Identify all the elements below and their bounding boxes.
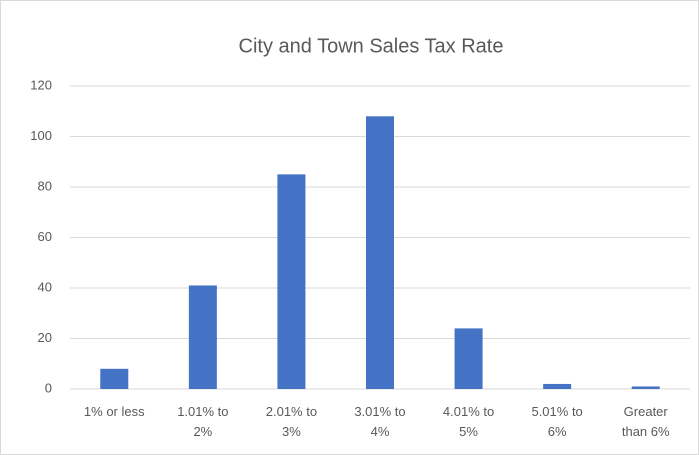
bar <box>100 368 129 389</box>
x-tick-label-line: 1% or less <box>84 404 145 419</box>
y-tick-label: 40 <box>38 279 52 294</box>
x-tick-label-line: Greater <box>624 404 669 419</box>
y-tick-label: 0 <box>45 380 52 395</box>
x-tick-label-line: 4.01% to <box>443 404 494 419</box>
x-tick-label-line: 1.01% to <box>177 404 228 419</box>
x-tick-label: 1.01% to 2% <box>177 404 228 439</box>
x-tick-label-line: 5.01% to <box>531 404 582 419</box>
x-tick-label: 4.01% to 5% <box>443 404 494 439</box>
x-tick-label: Greater than 6% <box>622 404 670 439</box>
x-tick-label-line: 2% <box>193 424 212 439</box>
bar <box>454 328 483 389</box>
x-tick-label: 2.01% to 3% <box>266 404 317 439</box>
bar <box>543 383 572 389</box>
y-tick-label: 120 <box>30 77 52 92</box>
x-tick-label-line: 3% <box>282 424 301 439</box>
y-tick-label: 100 <box>30 128 52 143</box>
y-tick-label: 20 <box>38 330 52 345</box>
y-tick-label: 80 <box>38 178 52 193</box>
y-tick-label: 60 <box>38 229 52 244</box>
x-tick-label-line: 2.01% to <box>266 404 317 419</box>
x-tick-label-line: 5% <box>459 424 478 439</box>
bar <box>631 386 660 389</box>
x-tick-label-line: than 6% <box>622 424 670 439</box>
x-tick-label-line: 6% <box>548 424 567 439</box>
x-tick-label: 3.01% to 4% <box>354 404 405 439</box>
bar <box>188 285 217 389</box>
x-tick-label-line: 3.01% to <box>354 404 405 419</box>
x-tick-label: 5.01% to 6% <box>531 404 582 439</box>
chart-title: City and Town Sales Tax Rate <box>239 35 504 57</box>
x-tick-label: 1% or less <box>84 404 145 419</box>
bar <box>277 174 306 389</box>
bar <box>366 116 394 390</box>
x-tick-label-line: 4% <box>371 424 390 439</box>
